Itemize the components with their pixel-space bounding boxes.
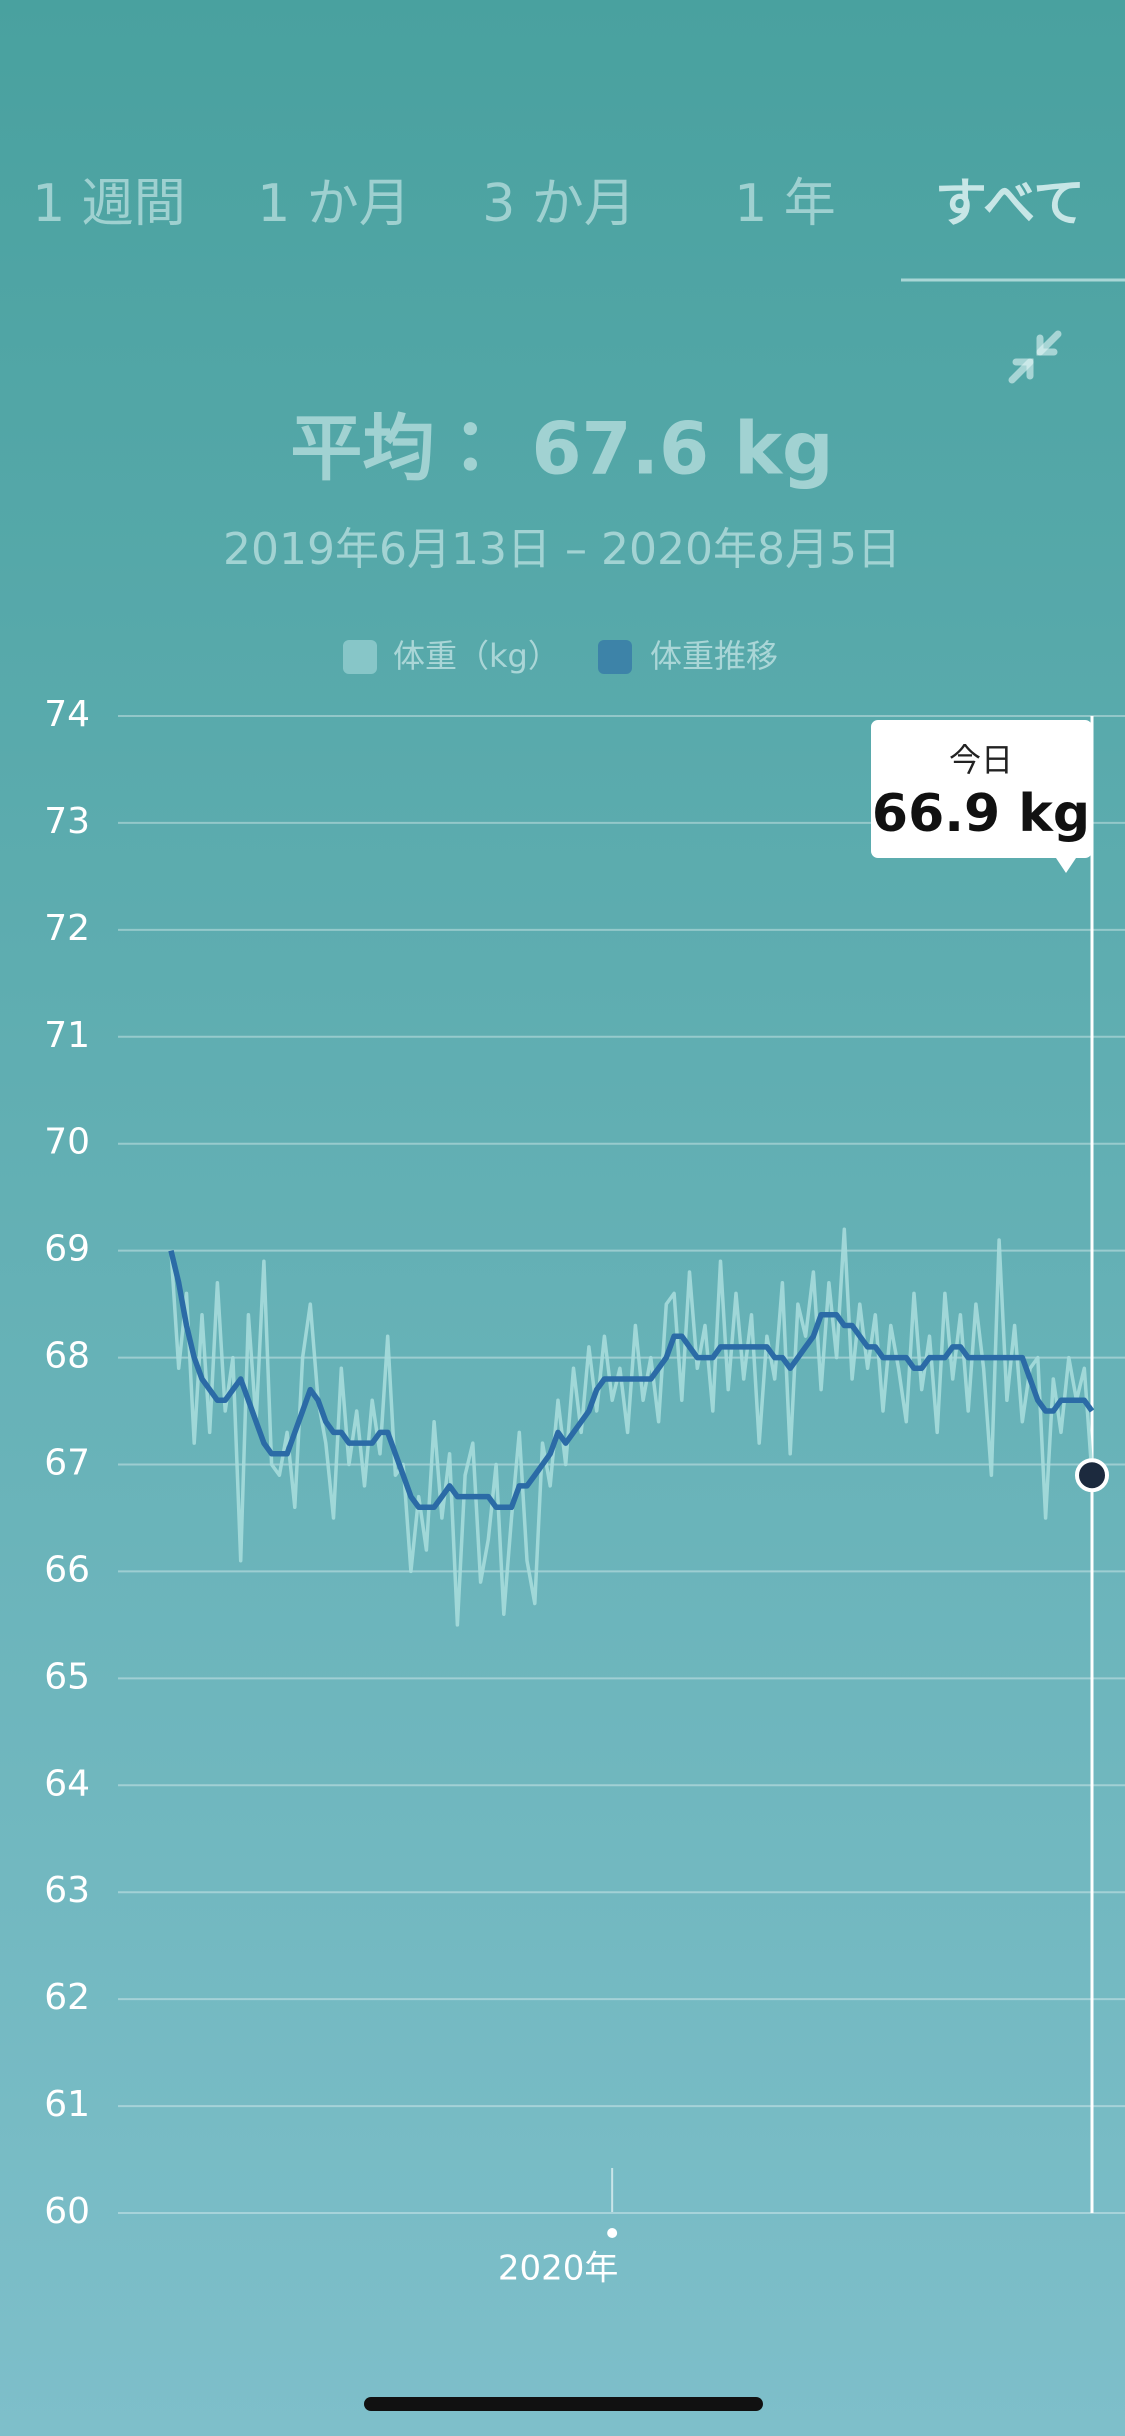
trend-line (168, 1249, 1095, 1511)
y-tick-label: 64 (44, 1763, 90, 1804)
legend-label: 体重推移 (650, 637, 778, 675)
tab[interactable]: すべて (935, 174, 1085, 234)
legend-swatch (598, 640, 632, 674)
tab-bar: 1 週間 1 か月 3 か月 1 年 すべて (32, 174, 1085, 234)
tooltip-box (871, 720, 1092, 873)
chart: 60 61 62 63 64 65 66 67 68 69 70 71 72 73 74 2020年 体重（kg… (44, 637, 1125, 2289)
date-range: 2019年6月13日 – 2020年8月5日 (223, 524, 901, 575)
y-tick-label: 67 (44, 1443, 90, 1484)
home-indicator (364, 2397, 763, 2411)
tab[interactable]: 3 か月 (482, 174, 636, 234)
tooltip-value: 66.9 kg (872, 784, 1090, 844)
x-tick-dot (607, 2228, 618, 2238)
y-tick-label: 71 (44, 1015, 90, 1056)
y-tick-label: 72 (44, 908, 90, 949)
y-tick-label: 73 (44, 801, 90, 842)
y-tick-label: 63 (44, 1870, 90, 1911)
y-tick-label: 61 (44, 2084, 90, 2125)
legend-label: 体重（kg） (393, 637, 560, 675)
tab[interactable]: 1 か月 (257, 174, 411, 234)
legend-swatch (343, 640, 377, 674)
y-tick-label: 74 (44, 694, 90, 735)
tooltip: 今日 66.9 kg (871, 720, 1092, 873)
tooltip-title: 今日 (949, 741, 1013, 779)
selected-point (1075, 1458, 1109, 1493)
tab[interactable]: 1 年 (734, 174, 836, 234)
y-tick-label: 66 (44, 1549, 90, 1590)
y-tick-label: 69 (44, 1229, 90, 1270)
y-tick-label: 60 (44, 2191, 90, 2232)
y-tick-label: 68 (44, 1336, 90, 1377)
y-tick-label: 62 (44, 1977, 90, 2018)
tab[interactable]: 1 週間 (32, 174, 186, 234)
y-tick-label: 70 (44, 1122, 90, 1163)
y-tick-label: 65 (44, 1656, 90, 1697)
collapse-button[interactable] (1008, 330, 1062, 384)
average: 平均： 67.6 kg (290, 407, 833, 491)
x-tick-label: 2020年 (498, 2249, 619, 2289)
